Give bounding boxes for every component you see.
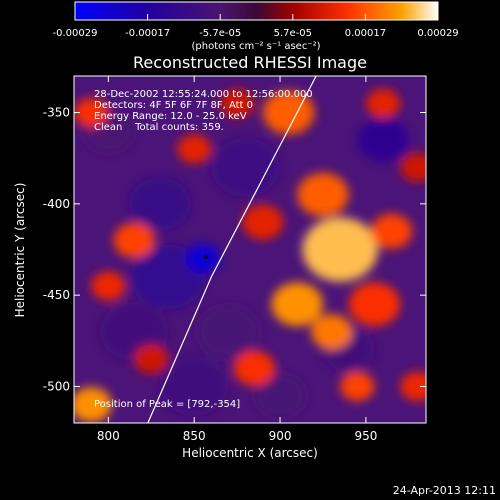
intensity-blob-13: [297, 172, 349, 217]
intensity-blob-22: [91, 271, 126, 301]
x-axis-ticks: 800 850 900 950: [97, 76, 377, 443]
intensity-blob-2: [128, 177, 191, 231]
plot-area: [74, 76, 426, 423]
intensity-blob-27: [340, 371, 375, 402]
intensity-blob-15: [262, 90, 315, 135]
x-axis-label: Heliocentric X (arcsec): [182, 446, 318, 460]
plot-date-stamp: 24-Apr-2013 12:11: [392, 484, 496, 497]
peak-marker: [204, 254, 209, 259]
intensity-blob-11: [302, 217, 378, 282]
colorbar-unit-label: (photons cm⁻² s⁻¹ asec⁻²): [191, 41, 320, 52]
y-axis-ticks: -350 -400 -450 -500: [43, 106, 426, 393]
x-tick-label: 800: [97, 429, 120, 443]
intensity-blob-23: [74, 97, 109, 128]
y-tick-label: -400: [43, 197, 70, 211]
intensity-blob-25: [134, 344, 169, 374]
intensity-blob-1: [185, 244, 220, 274]
intensity-blob-3: [211, 138, 281, 197]
colorbar-tick-label: -0.00029: [53, 28, 98, 39]
intensity-blob-20: [177, 134, 212, 164]
colorbar-tick-label: 0.00017: [345, 28, 386, 39]
intensity-blob-17: [348, 282, 401, 327]
intensity-blob-12: [271, 282, 323, 327]
intensity-blob-10: [254, 373, 306, 418]
minimum-dot: [204, 254, 209, 259]
annotation-counts: Clean Total counts: 359.: [94, 122, 224, 133]
intensity-blob-30: [310, 314, 353, 350]
plot-frame: [73, 75, 427, 424]
x-tick-label: 900: [269, 429, 292, 443]
intensity-blob-24: [74, 387, 112, 423]
y-tick-label: -500: [43, 379, 70, 393]
intensity-blob-21: [113, 222, 155, 258]
intensity-blob-28: [400, 371, 426, 402]
colorbar-ticks: -0.00029 -0.00017 -5.7e-05 5.7e-05 0.00017 0.…: [53, 14, 459, 39]
colorbar-tick-label: 5.7e-05: [274, 28, 312, 39]
y-axis-label: Heliocentric Y (arcsec): [13, 183, 27, 318]
intensity-blob-18: [365, 88, 401, 118]
y-tick-label: -450: [43, 288, 70, 302]
annotation-block: 28-Dec-2002 12:55:24.000 to 12:56:00.000…: [94, 89, 313, 133]
x-tick-label: 850: [183, 429, 206, 443]
y-tick-label: -350: [43, 106, 70, 120]
peak-position-label: Position of Peak = [792,-354]: [94, 399, 240, 410]
solar-limb-curve: [147, 76, 317, 423]
annotation-detectors: Detectors: 4F 5F 6F 7F 8F, Att 0: [94, 100, 253, 111]
intensity-blob-16: [371, 213, 413, 249]
intensity-blob-5: [197, 305, 260, 358]
annotation-time: 28-Dec-2002 12:55:24.000 to 12:56:00.000: [94, 89, 313, 100]
intensity-blob-6: [159, 357, 229, 416]
colorbar-tick-label: -5.7e-05: [199, 28, 241, 39]
intensity-blob-14: [242, 204, 284, 240]
intensity-blob-19: [219, 88, 255, 118]
annotation-energy: Energy Range: 12.0 - 25.0 keV: [94, 111, 247, 122]
intensity-map: [74, 88, 426, 423]
intensity-blob-26: [233, 350, 275, 386]
colorbar: [74, 1, 439, 21]
intensity-blob-29: [400, 152, 426, 182]
colorbar-tick-label: -0.00017: [125, 28, 170, 39]
x-tick-label: 950: [354, 429, 377, 443]
intensity-blob-8: [357, 118, 409, 162]
colorbar-tick-label: 0.00029: [417, 28, 458, 39]
chart-title: Reconstructed RHESSI Image: [133, 53, 367, 72]
